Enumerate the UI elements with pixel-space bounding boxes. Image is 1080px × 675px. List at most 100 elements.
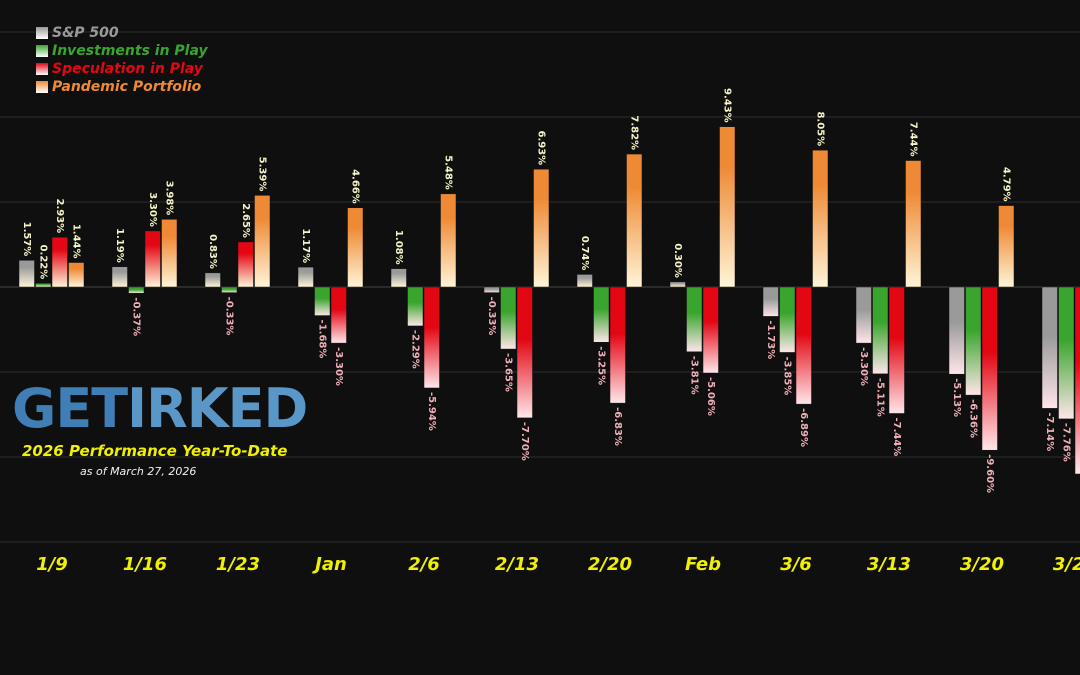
data-label: -6.36%	[967, 399, 978, 438]
bar-2-13-s3	[533, 168, 550, 288]
chart-subtitle: as of March 27, 2026	[80, 465, 197, 478]
bar-3-20-s2	[981, 286, 998, 451]
getirked-logo: GETIRKED	[12, 382, 308, 436]
data-label: -11.00%	[1077, 478, 1080, 524]
data-label: 6.93%	[535, 130, 546, 165]
data-label: -1.68%	[316, 320, 327, 359]
data-label: 4.66%	[349, 169, 360, 204]
bar-2-13-s2	[516, 286, 533, 419]
data-label: 7.44%	[907, 122, 918, 157]
bar-1-16-s1	[128, 286, 145, 294]
bar-Jan-s3	[347, 207, 364, 288]
bar-3-6-s0	[762, 286, 779, 317]
bar-Feb-s3	[719, 126, 736, 288]
data-label: 1.19%	[114, 228, 125, 263]
data-label: -6.89%	[798, 408, 809, 447]
bar-3-6-s3	[812, 149, 829, 288]
category-label: 2/13	[495, 554, 539, 575]
data-label: -3.65%	[502, 353, 513, 392]
category-label: 3/20	[960, 554, 1004, 575]
data-label: 4.79%	[1000, 167, 1011, 202]
bar-1-16-s3	[161, 219, 178, 288]
data-label: 1.08%	[393, 230, 404, 265]
category-label: 2/6	[408, 554, 440, 575]
data-label: -0.33%	[486, 297, 497, 336]
data-label: -6.83%	[612, 407, 623, 446]
bar-1-9-s1	[35, 283, 52, 288]
category-label: 1/16	[123, 554, 167, 575]
bar-Feb-s1	[686, 286, 703, 353]
bar-2-6-s3	[440, 193, 457, 288]
bar-3-20-s3	[998, 205, 1015, 288]
bar-2-6-s0	[390, 268, 407, 288]
bar-2-20-s3	[626, 153, 643, 288]
data-label: -7.70%	[519, 422, 530, 461]
data-label: -3.30%	[858, 347, 869, 386]
data-label: -3.30%	[333, 347, 344, 386]
category-label: 2/20	[588, 554, 632, 575]
data-label: 0.74%	[579, 236, 590, 271]
bar-2-20-s2	[609, 286, 626, 404]
bar-Jan-s0	[297, 266, 314, 288]
category-label: Feb	[685, 554, 721, 575]
data-label: -1.73%	[765, 320, 776, 359]
bar-2-13-s1	[500, 286, 517, 350]
bar-2-6-s2	[423, 286, 440, 389]
legend-item-investments: Investments in Play	[36, 42, 208, 60]
legend-item-sp500: S&P 500	[36, 24, 208, 42]
data-label: -2.29%	[409, 330, 420, 369]
category-label: 3/27	[1053, 554, 1080, 575]
bar-1-9-s3	[68, 262, 85, 288]
bar-1-23-s0	[204, 272, 221, 288]
data-label: 5.39%	[256, 157, 267, 192]
data-label: 1.57%	[21, 222, 32, 257]
data-label: -5.94%	[426, 392, 437, 431]
bar-3-20-s0	[948, 286, 965, 375]
data-label: -5.06%	[705, 377, 716, 416]
bar-3-27-s1	[1058, 286, 1075, 420]
data-label: -3.81%	[688, 356, 699, 395]
bar-3-13-s2	[888, 286, 905, 414]
chart-title: 2026 Performance Year-To-Date	[22, 442, 288, 460]
bar-Jan-s1	[314, 286, 331, 316]
data-label: 1.44%	[70, 224, 81, 259]
data-label: 7.82%	[628, 115, 639, 150]
bar-3-27-s2	[1074, 286, 1080, 475]
bar-1-9-s0	[18, 260, 35, 288]
bar-3-13-s0	[855, 286, 872, 344]
data-label: -7.44%	[891, 417, 902, 456]
legend-swatch-investments	[36, 45, 48, 57]
data-label: 8.05%	[814, 111, 825, 146]
bar-3-6-s2	[795, 286, 812, 405]
data-label: -5.13%	[951, 378, 962, 417]
bar-2-6-s1	[407, 286, 424, 327]
data-label: -0.33%	[223, 297, 234, 336]
bar-1-23-s3	[254, 195, 271, 288]
data-label: 1.17%	[300, 228, 311, 263]
legend-label-speculation: Speculation in Play	[52, 61, 203, 77]
bar-3-13-s1	[872, 286, 889, 375]
bar-2-20-s0	[576, 274, 593, 288]
legend-swatch-pandemic	[36, 81, 48, 93]
category-label: 1/23	[216, 554, 260, 575]
data-label: -0.37%	[130, 297, 141, 336]
bar-3-13-s3	[905, 160, 922, 288]
data-label: 5.48%	[442, 155, 453, 190]
data-label: 0.22%	[37, 245, 48, 280]
logo-get: GET	[12, 377, 128, 440]
legend-item-speculation: Speculation in Play	[36, 60, 208, 78]
legend: S&P 500 Investments in Play Speculation …	[36, 24, 208, 96]
legend-label-investments: Investments in Play	[52, 43, 208, 59]
data-label: -7.76%	[1060, 423, 1071, 462]
legend-swatch-speculation	[36, 63, 48, 75]
bar-Feb-s2	[702, 286, 719, 374]
data-label: 2.65%	[240, 203, 251, 238]
bar-2-13-s0	[483, 286, 500, 293]
category-label: Jan	[312, 554, 347, 575]
category-label: 3/6	[780, 554, 812, 575]
bar-3-20-s1	[965, 286, 982, 396]
data-label: 3.30%	[147, 192, 158, 227]
data-label: -5.11%	[874, 378, 885, 417]
